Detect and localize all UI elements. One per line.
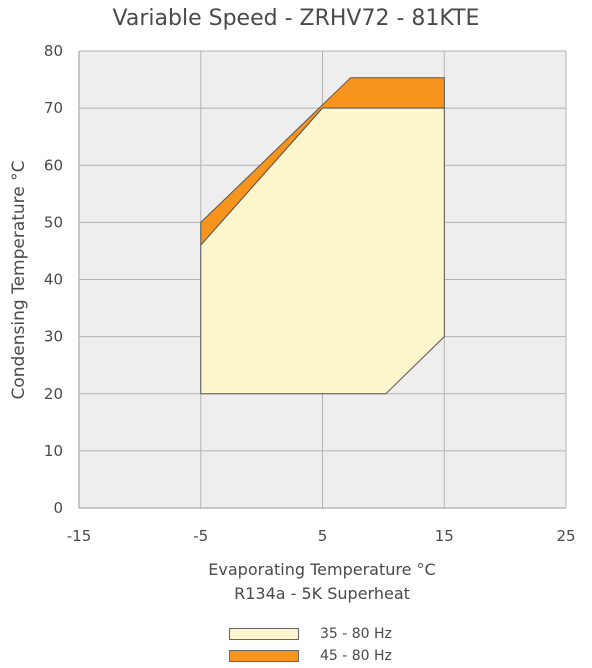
y-tick-label: 60: [44, 156, 63, 174]
y-tick-label: 80: [44, 42, 63, 60]
legend-label-45-80: 45 - 80 Hz: [320, 648, 392, 664]
legend-swatch-45-80: [229, 650, 299, 662]
x-tick-label: 25: [556, 527, 575, 545]
y-axis-label: Condensing Temperature °C: [9, 160, 29, 400]
y-tick-label: 10: [44, 442, 63, 460]
tick-labels: -15 -5 5 15 25 0 10 20 30 40 50 60 70 80: [44, 42, 576, 545]
legend: 35 - 80 Hz 45 - 80 Hz: [229, 624, 392, 668]
legend-swatch-35-80: [229, 628, 299, 640]
legend-label-35-80: 35 - 80 Hz: [320, 626, 392, 642]
legend-item-35-80: 35 - 80 Hz: [229, 624, 392, 644]
y-tick-label: 40: [44, 271, 63, 289]
y-tick-label: 50: [44, 213, 63, 231]
x-tick-label: -5: [193, 527, 208, 545]
y-tick-label: 70: [44, 99, 63, 117]
y-tick-label: 20: [44, 385, 63, 403]
series-area-35-80Hz: [200, 107, 445, 395]
axes: [78, 51, 566, 509]
x-tick-label: -15: [67, 527, 92, 545]
x-axis-sublabel: R134a - 5K Superheat: [234, 584, 410, 603]
legend-item-45-80: 45 - 80 Hz: [229, 646, 392, 666]
chart-title: Variable Speed - ZRHV72 - 81KTE: [112, 6, 480, 31]
y-tick-label: 0: [53, 499, 63, 517]
x-axis-label: Evaporating Temperature °C: [208, 560, 436, 579]
y-tick-label: 30: [44, 328, 63, 346]
x-tick-label: 15: [435, 527, 454, 545]
x-tick-label: 5: [318, 527, 328, 545]
series-areas: [200, 77, 445, 395]
